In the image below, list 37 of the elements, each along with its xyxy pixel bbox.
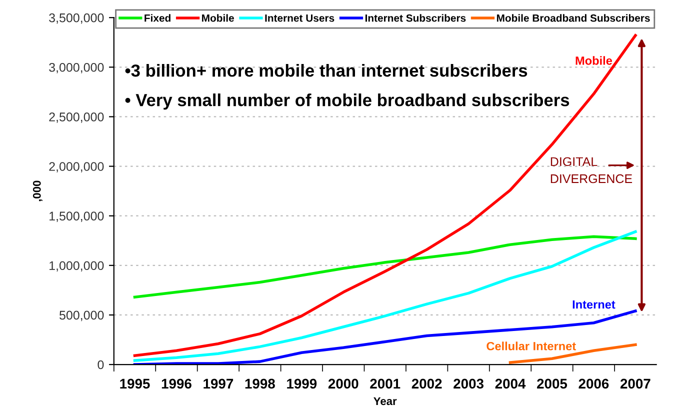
y-tick-label: 3,000,000 bbox=[49, 62, 104, 74]
x-tick-label: 2006 bbox=[578, 378, 609, 389]
annotation: Cellular Internet bbox=[486, 342, 576, 350]
x-tick-label: 2004 bbox=[495, 378, 526, 389]
x-tick-label: 2005 bbox=[537, 378, 568, 389]
annotation: • Very small number of mobile broadband subscribers bbox=[125, 93, 570, 110]
legend-label: Mobile Broadband Subscribers bbox=[496, 14, 650, 22]
legend-label: Internet Subscribers bbox=[365, 14, 466, 22]
y-tick-label: 0 bbox=[98, 360, 104, 370]
x-tick-label: 1999 bbox=[287, 378, 317, 389]
line-series bbox=[133, 235, 637, 299]
annotation: Mobile bbox=[576, 56, 612, 65]
x-tick-label: 1997 bbox=[204, 378, 234, 389]
x-tick-label: 2007 bbox=[620, 378, 650, 389]
y-tick-label: 500,000 bbox=[60, 310, 104, 322]
y-tick-label: 2,500,000 bbox=[49, 112, 104, 123]
x-tick-label: 2000 bbox=[328, 378, 358, 389]
annotation: Internet bbox=[572, 300, 616, 309]
annotation: DIGITAL DIVERGENCE bbox=[550, 157, 632, 184]
y-tick-label: 1,000,000 bbox=[50, 261, 104, 272]
y-tick-label: 2,000,000 bbox=[49, 162, 104, 172]
x-tick-label: 1996 bbox=[162, 378, 192, 389]
y-tick-label: 1,500,000 bbox=[50, 212, 104, 222]
x-tick-label: 1995 bbox=[120, 378, 150, 389]
x-tick-label: 1998 bbox=[245, 378, 275, 389]
legend-label: Internet Users bbox=[265, 14, 334, 22]
y-axis-title: ,000 bbox=[32, 180, 42, 202]
annotation: •3 billion+ more mobile than internet subscribers bbox=[125, 64, 528, 77]
x-tick-label: 2003 bbox=[454, 378, 484, 389]
line-series bbox=[133, 310, 637, 365]
x-axis-title: Year bbox=[374, 397, 397, 406]
x-tick-label: 2001 bbox=[370, 378, 400, 389]
y-tick-label: 3,500,000 bbox=[49, 13, 104, 24]
legend-label: Fixed bbox=[144, 14, 170, 22]
x-tick-label: 2002 bbox=[412, 378, 442, 389]
line-series bbox=[133, 230, 637, 362]
legend-label: Mobile bbox=[202, 14, 234, 22]
